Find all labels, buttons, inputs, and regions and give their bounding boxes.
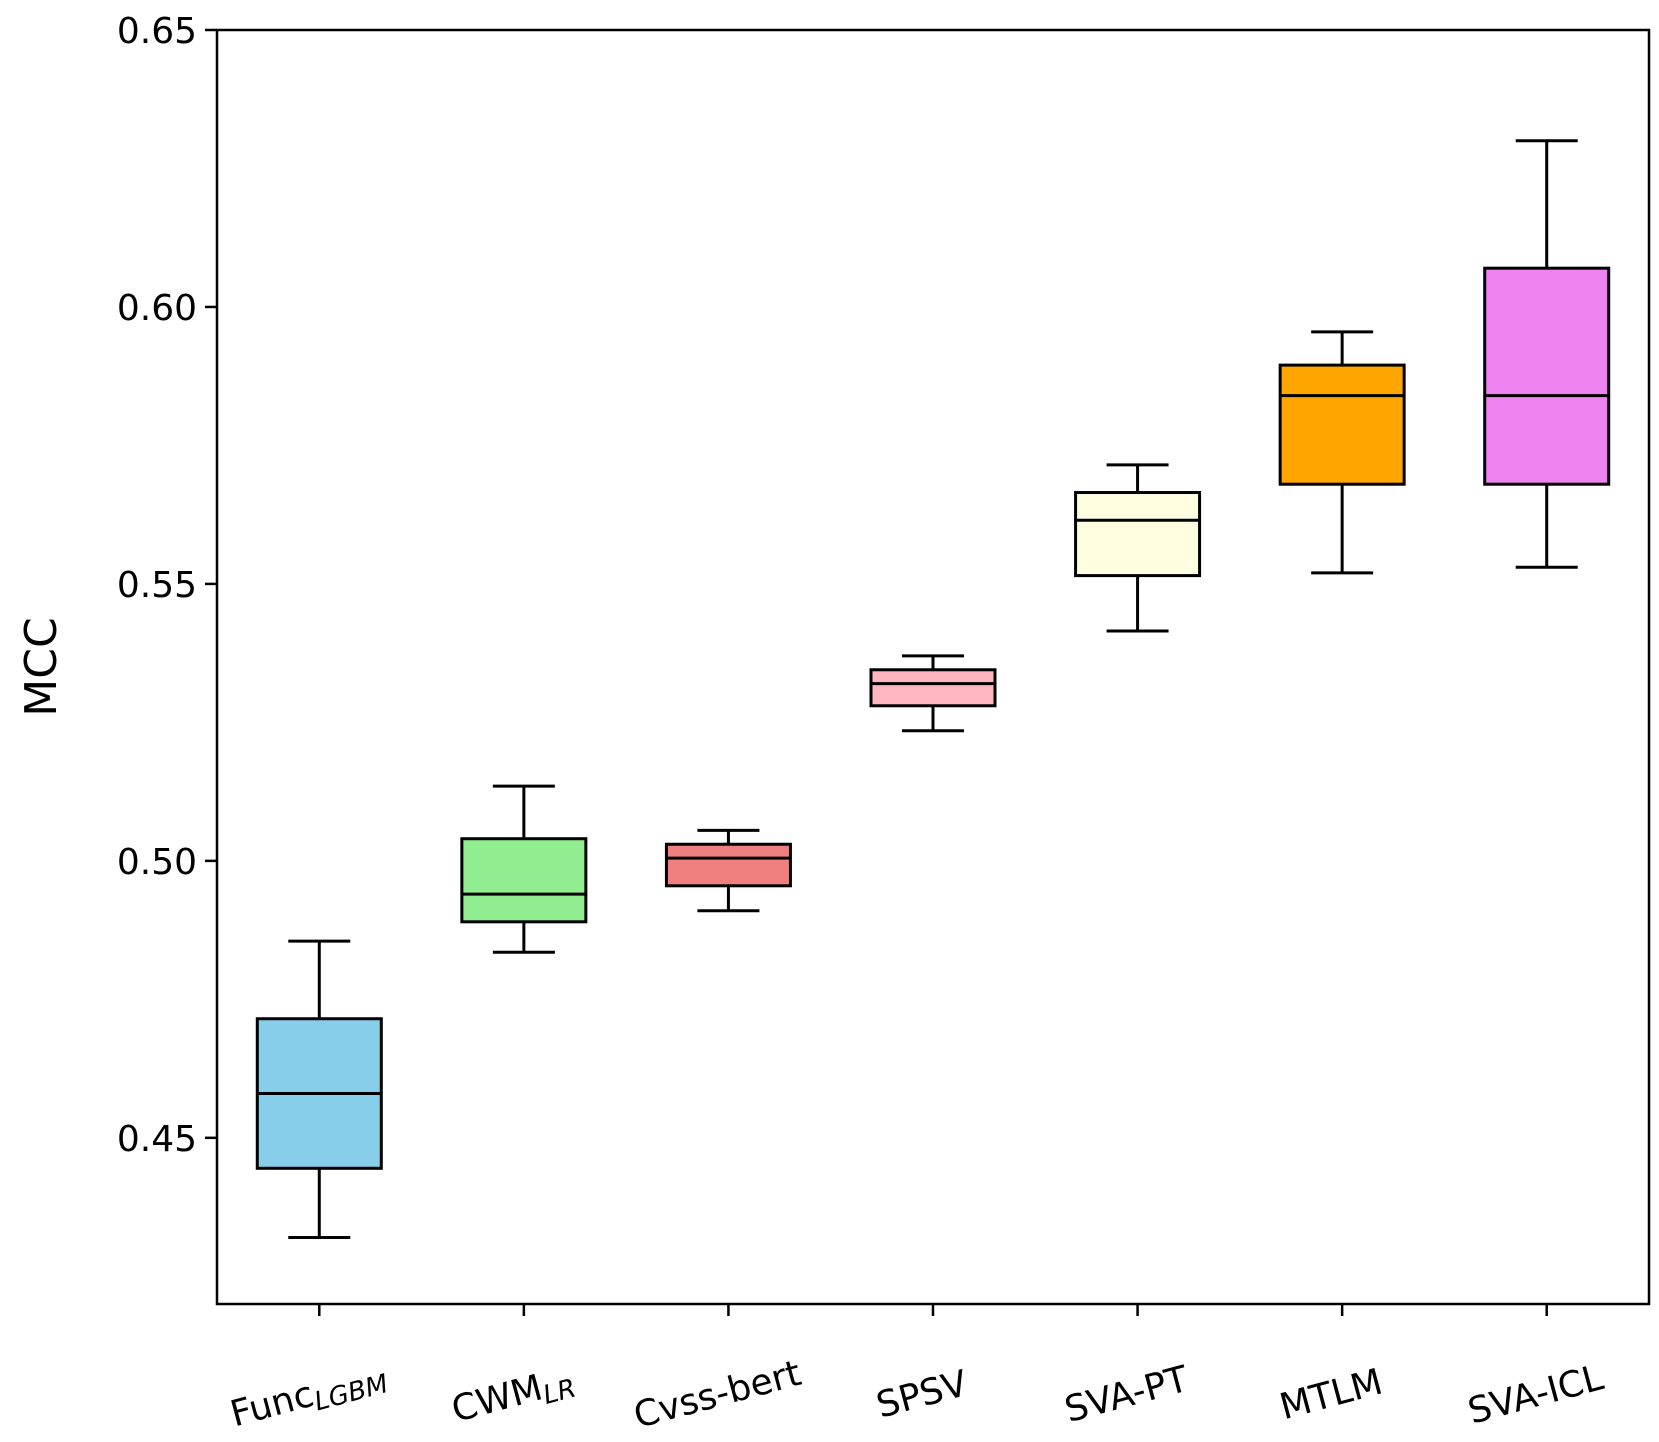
y-tick-label: 0.45 (117, 1119, 197, 1160)
box-layer (255, 139, 1611, 1240)
box-iqr (664, 842, 792, 888)
box-iqr (1483, 266, 1611, 486)
box-cwm (460, 784, 588, 954)
box-iqr (1278, 363, 1406, 486)
box-iqr (1074, 491, 1202, 578)
y-axis: 0.45 0.50 0.55 0.60 0.65 (117, 11, 217, 1160)
box-iqr (460, 837, 588, 924)
box-sva-icl (1483, 139, 1611, 569)
y-tick-label: 0.50 (117, 842, 197, 883)
y-tick-label: 0.60 (117, 288, 197, 329)
y-tick-label: 0.65 (117, 11, 197, 52)
y-tick-label: 0.55 (117, 565, 197, 606)
plot-frame (215, 28, 1651, 1306)
box-spsv (869, 654, 997, 733)
box-func (255, 939, 383, 1240)
box-sva-pt (1074, 463, 1202, 633)
y-axis-label: MCC (16, 617, 67, 716)
box-mtlm (1278, 330, 1406, 575)
box-iqr (869, 668, 997, 708)
box-cvss-bert (664, 828, 792, 913)
